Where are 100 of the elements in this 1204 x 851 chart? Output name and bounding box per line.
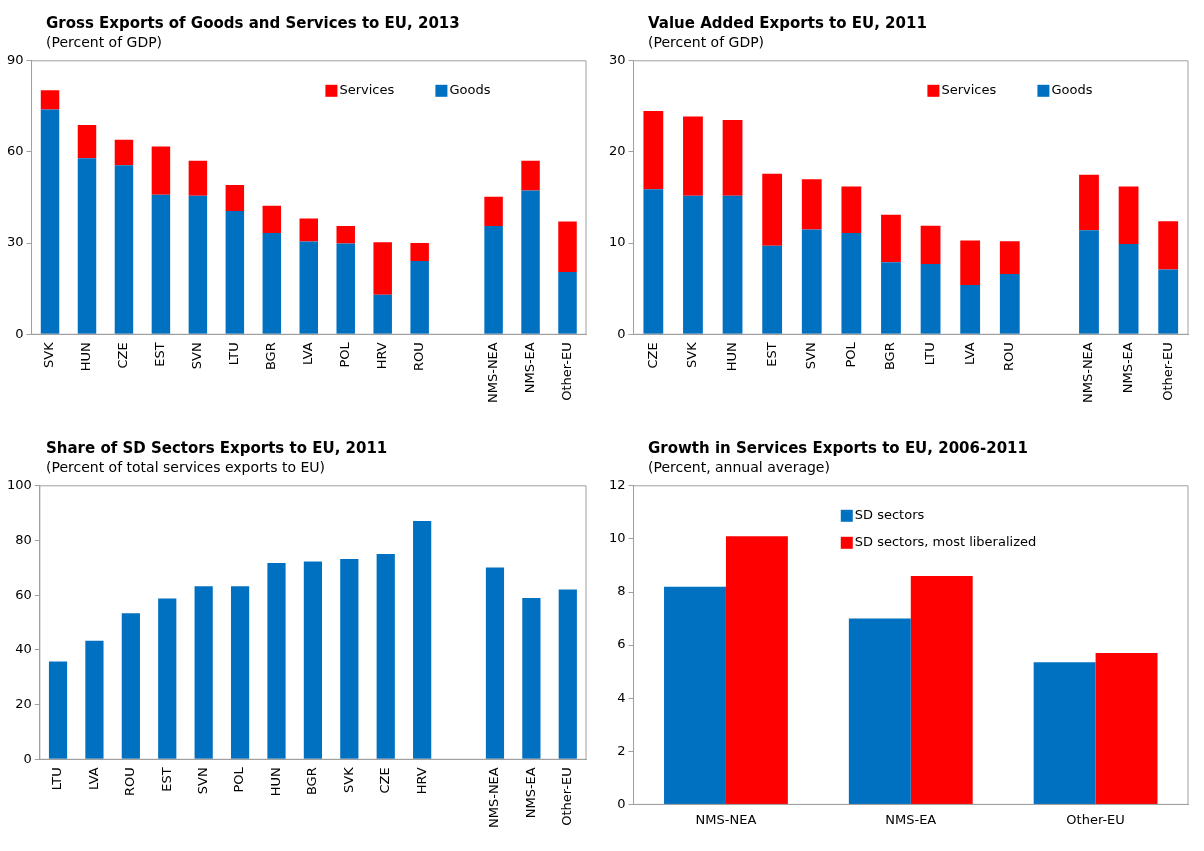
x-tick-label: LTU [226, 342, 242, 366]
x-tick-label: Other-EU [1066, 811, 1125, 827]
bar [121, 613, 140, 759]
y-tick-label: 20 [15, 695, 32, 711]
bar [194, 586, 213, 759]
y-tick-label: 30 [609, 52, 626, 68]
bar [373, 294, 392, 334]
chart-title: Share of SD Sectors Exports to EU, 2011 [46, 439, 389, 457]
bar [484, 196, 503, 227]
bar [77, 158, 97, 334]
bar [413, 521, 432, 759]
bar [85, 640, 104, 759]
x-tick-label: HUN [267, 767, 283, 797]
chart-subtitle: (Percent of GDP) [648, 34, 766, 50]
x-tick-label: BGR [882, 342, 898, 371]
x-tick-label: SVK [684, 341, 700, 368]
legend-label: SD sectors [854, 507, 925, 523]
x-tick-label: EST [152, 342, 168, 367]
bar [267, 562, 286, 759]
bar [188, 160, 208, 196]
bar [299, 241, 319, 334]
y-tick-label: 12 [609, 477, 626, 493]
bar [801, 179, 822, 230]
bar [521, 160, 540, 191]
bar [683, 195, 703, 334]
bar [725, 536, 788, 804]
bar [841, 233, 862, 334]
x-tick-label: ROU [122, 767, 138, 797]
x-tick-label: BGR [304, 767, 320, 796]
y-tick-label: 80 [15, 531, 32, 547]
bar [410, 243, 429, 262]
x-tick-label: HRV [413, 767, 429, 795]
y-tick-label: 60 [15, 586, 32, 602]
x-tick-label: HRV [374, 342, 390, 370]
bar [225, 210, 245, 334]
y-tick-label: 10 [609, 234, 626, 250]
bar [484, 226, 503, 334]
legend-label: Services [941, 82, 997, 98]
bar [1079, 230, 1099, 334]
x-tick-label: BGR [263, 342, 279, 371]
bar [1158, 269, 1179, 334]
x-tick-label: NMS-EA [885, 811, 937, 827]
chart-title: Growth in Services Exports to EU, 2006-2011 [648, 439, 1029, 457]
y-tick-label: 40 [15, 641, 32, 657]
x-tick-label: LVA [85, 767, 101, 791]
bar [643, 189, 664, 334]
bar [40, 109, 60, 334]
x-tick-label: SVN [195, 767, 211, 795]
chart-title: Gross Exports of Goods and Services to EU, 2013 [46, 14, 461, 32]
x-tick-label: LVA [961, 342, 977, 366]
y-tick-label: 0 [617, 325, 626, 341]
x-tick-label: NMS-EA [1119, 342, 1135, 394]
x-tick-label: NMS-NEA [486, 767, 502, 828]
bar [848, 618, 911, 804]
y-tick-label: 4 [617, 689, 626, 705]
x-tick-label: SVN [803, 342, 819, 370]
y-tick-label: 2 [617, 742, 626, 758]
bar [521, 190, 540, 334]
bar [558, 589, 577, 759]
legend-label: Services [339, 82, 395, 98]
y-tick-label: 0 [15, 325, 24, 341]
bar [558, 221, 577, 272]
bar [522, 597, 541, 759]
bar [225, 185, 245, 211]
bar [114, 139, 134, 166]
chart-subtitle: (Percent of total services exports to EU) [46, 459, 327, 475]
y-tick-label: 0 [617, 795, 626, 811]
bar [801, 229, 822, 334]
x-tick-label: CZE [644, 342, 660, 369]
bar [881, 214, 901, 263]
bar [722, 120, 743, 196]
bar [373, 242, 392, 295]
x-tick-label: CZE [115, 342, 131, 369]
x-tick-label: POL [231, 766, 247, 793]
bar [762, 173, 783, 246]
bar [299, 218, 319, 242]
x-tick-label: Other-EU [1159, 342, 1175, 401]
x-tick-label: NMS-EA [522, 767, 538, 819]
x-tick-label: ROU [1001, 342, 1017, 372]
x-tick-label: NMS-NEA [695, 811, 757, 827]
bar [1079, 174, 1099, 231]
bar [151, 146, 171, 195]
bar [77, 124, 97, 159]
y-tick-label: 90 [7, 52, 24, 68]
bar [230, 586, 250, 759]
bar [336, 243, 355, 334]
bar [158, 598, 177, 759]
bar [485, 567, 505, 759]
y-tick-label: 100 [6, 477, 32, 493]
bar [920, 225, 941, 265]
bar [558, 271, 577, 334]
bar [48, 661, 68, 759]
bar [1095, 653, 1158, 804]
bar [40, 90, 60, 110]
x-tick-label: NMS-NEA [1080, 342, 1096, 403]
x-tick-label: LTU [921, 342, 937, 366]
legend-label: SD sectors, most liberalized [854, 534, 1037, 550]
bar [999, 274, 1020, 334]
x-tick-label: Other-EU [558, 342, 574, 401]
bar [683, 116, 703, 196]
